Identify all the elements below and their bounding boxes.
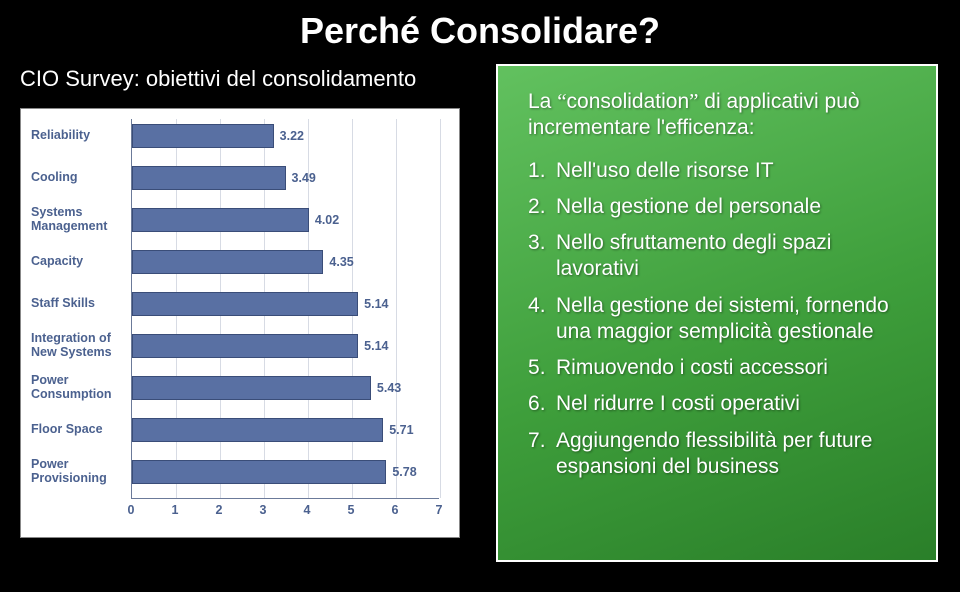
list-item: Aggiungendo flessibilità per future espa… bbox=[556, 428, 910, 481]
x-tick: 6 bbox=[392, 503, 399, 517]
y-axis-label: Power Provisioning bbox=[31, 460, 127, 484]
gridline bbox=[440, 119, 441, 498]
list-item: Nel ridurre I costi operativi bbox=[556, 391, 910, 417]
y-axis-label: Reliability bbox=[31, 124, 127, 148]
bar-value-label: 5.14 bbox=[358, 334, 388, 358]
bar bbox=[132, 376, 371, 400]
bar-value-label: 3.22 bbox=[274, 124, 304, 148]
bar bbox=[132, 124, 274, 148]
bar-value-label: 5.78 bbox=[386, 460, 416, 484]
x-tick: 3 bbox=[260, 503, 267, 517]
bar-value-label: 5.71 bbox=[383, 418, 413, 442]
y-axis-labels: Reliability Cooling Systems Management Capa… bbox=[31, 119, 131, 499]
y-axis-label: Systems Management bbox=[31, 208, 127, 232]
y-axis-label: Integration of New Systems bbox=[31, 334, 127, 358]
bar-value-label: 4.02 bbox=[309, 208, 339, 232]
bar bbox=[132, 292, 358, 316]
list-item: Nella gestione dei sistemi, fornendo una… bbox=[556, 293, 910, 346]
y-axis-label: Staff Skills bbox=[31, 292, 127, 316]
intro-pre: La bbox=[528, 90, 557, 113]
page-subtitle: CIO Survey: obiettivi del consolidamento bbox=[20, 66, 416, 92]
y-axis-label: Floor Space bbox=[31, 418, 127, 442]
y-axis-label: Cooling bbox=[31, 166, 127, 190]
x-tick: 0 bbox=[128, 503, 135, 517]
bullet-intro: La “consolidation” di applicativi può in… bbox=[528, 88, 910, 142]
intro-open-quote: “ bbox=[557, 89, 566, 113]
list-item: Nella gestione del personale bbox=[556, 194, 910, 220]
bullet-list: Nell'uso delle risorse IT Nella gestione … bbox=[528, 158, 910, 481]
bar-value-label: 5.14 bbox=[358, 292, 388, 316]
y-axis-label: Capacity bbox=[31, 250, 127, 274]
x-tick: 4 bbox=[304, 503, 311, 517]
list-item: Nell'uso delle risorse IT bbox=[556, 158, 910, 184]
bar bbox=[132, 250, 323, 274]
bar-value-label: 4.35 bbox=[323, 250, 353, 274]
chart-inner: Reliability Cooling Systems Management Capa… bbox=[31, 119, 449, 527]
x-axis-ticks: 01234567 bbox=[131, 501, 439, 523]
x-tick: 1 bbox=[172, 503, 179, 517]
bar bbox=[132, 166, 286, 190]
list-item: Rimuovendo i costi accessori bbox=[556, 355, 910, 381]
x-tick: 7 bbox=[436, 503, 443, 517]
page-title: Perché Consolidare? bbox=[0, 10, 960, 52]
bullet-card: La “consolidation” di applicativi può in… bbox=[496, 64, 938, 562]
y-axis-label: Power Consumption bbox=[31, 376, 127, 400]
list-item: Nello sfruttamento degli spazi lavorativ… bbox=[556, 230, 910, 283]
intro-quoted: consolidation bbox=[567, 90, 690, 113]
chart-card: Reliability Cooling Systems Management Capa… bbox=[20, 108, 460, 538]
bar-value-label: 5.43 bbox=[371, 376, 401, 400]
bar-value-label: 3.49 bbox=[286, 166, 316, 190]
plot-area: 3.223.494.024.355.145.145.435.715.78 bbox=[131, 119, 439, 499]
x-tick: 5 bbox=[348, 503, 355, 517]
bar bbox=[132, 208, 309, 232]
bar bbox=[132, 334, 358, 358]
bar bbox=[132, 418, 383, 442]
x-tick: 2 bbox=[216, 503, 223, 517]
bar bbox=[132, 460, 386, 484]
